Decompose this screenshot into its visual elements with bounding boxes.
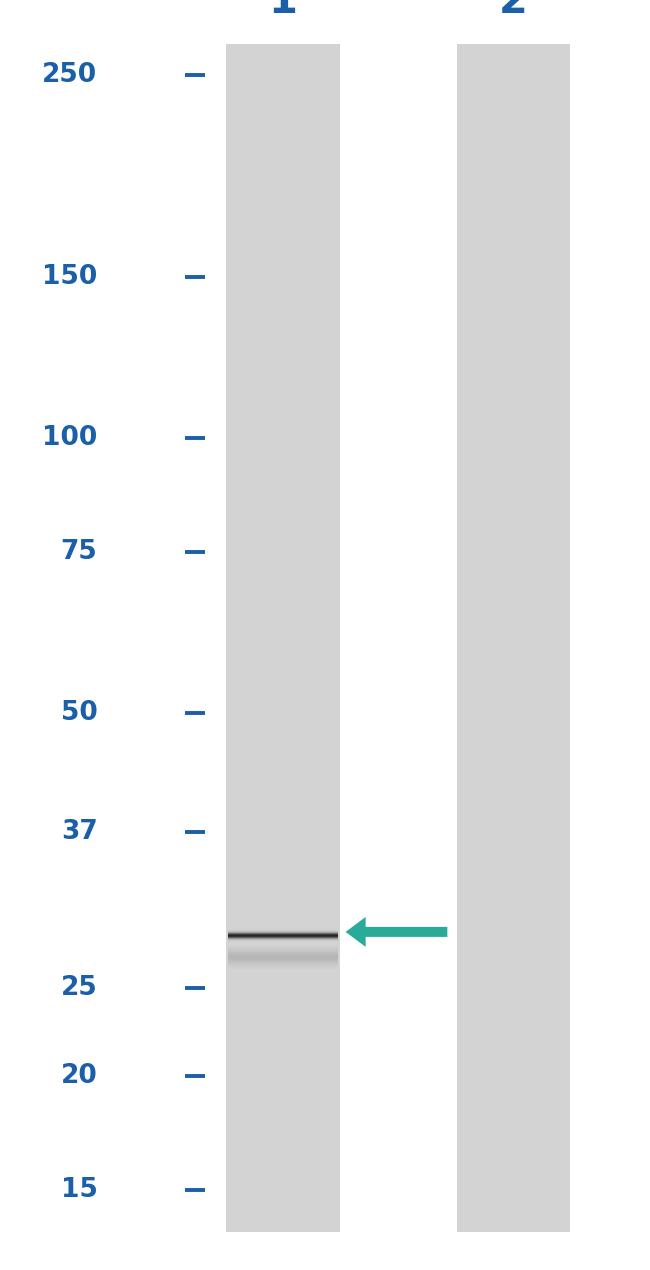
Bar: [226, 44, 339, 1232]
Text: 150: 150: [42, 264, 98, 291]
Text: 1: 1: [268, 0, 297, 22]
Text: 2: 2: [499, 0, 528, 22]
Text: 25: 25: [60, 974, 98, 1001]
Text: 75: 75: [60, 540, 98, 565]
Bar: [456, 44, 571, 1232]
Text: 20: 20: [60, 1063, 98, 1090]
Text: 15: 15: [60, 1177, 98, 1203]
Text: 250: 250: [42, 62, 98, 88]
Text: 37: 37: [60, 819, 98, 846]
Text: 100: 100: [42, 425, 98, 451]
Text: 50: 50: [60, 700, 98, 726]
